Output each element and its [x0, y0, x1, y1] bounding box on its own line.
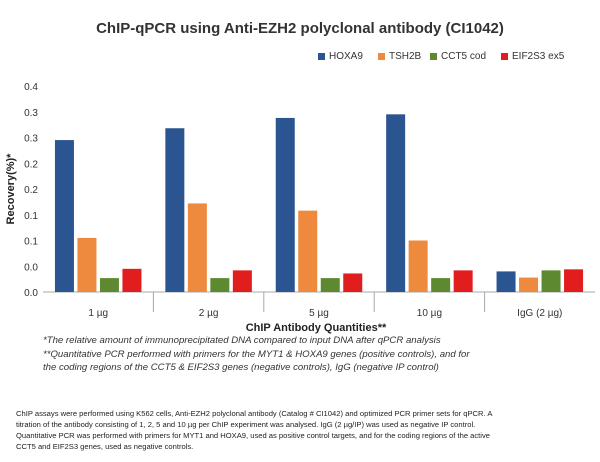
- bar: [210, 278, 230, 292]
- bar: [77, 237, 97, 292]
- caption-line: CCT5 and EIF2S3 genes, used as negative …: [16, 442, 194, 451]
- caption-line: ChIP assays were performed using K562 ce…: [16, 409, 493, 418]
- legend-item: TSH2B: [378, 51, 421, 62]
- footnote-line: *The relative amount of immunoprecipitat…: [43, 335, 441, 346]
- bar: [496, 271, 516, 292]
- bar: [187, 203, 207, 292]
- bar-chart: 0.0 0.0 0.1 0.1 0.2 0.2 0.3 0.3 0.4 Recovery(%)* 1…: [5, 82, 595, 334]
- legend-swatch: [318, 52, 325, 60]
- bar: [564, 269, 584, 292]
- legend-swatch: [378, 52, 385, 60]
- bar: [343, 273, 363, 292]
- y-tick-label: 0.3: [24, 134, 38, 145]
- y-axis-title: Recovery(%)*: [5, 153, 17, 225]
- x-tick-label: 5 µg: [309, 308, 329, 319]
- legend-item: CCT5 cod: [430, 51, 486, 62]
- y-tick-label: 0.0: [24, 288, 38, 299]
- x-tick-label: 10 µg: [417, 308, 442, 319]
- footnote-line: the coding regions of the CCT5 & EIF2S3 …: [43, 362, 439, 373]
- x-tick-label: 2 µg: [199, 308, 219, 319]
- bar: [408, 240, 428, 292]
- x-tick-label: IgG (2 µg): [517, 308, 562, 319]
- legend-label: HOXA9: [329, 51, 363, 62]
- bar: [519, 277, 539, 292]
- chart-title: ChIP-qPCR using Anti-EZH2 polyclonal ant…: [96, 20, 504, 37]
- bar: [54, 140, 74, 292]
- bar: [99, 278, 119, 292]
- bar: [122, 268, 142, 292]
- y-tick-label: 0.2: [24, 159, 38, 170]
- caption-line: Quantitative PCR was performed with prim…: [16, 431, 490, 440]
- y-tick-label: 0.0: [24, 262, 38, 273]
- bar: [320, 278, 340, 292]
- bar: [541, 270, 561, 292]
- y-tick-label: 0.4: [24, 82, 38, 93]
- bar: [386, 114, 406, 292]
- bar: [275, 117, 295, 293]
- x-axis-title: ChIP Antibody Quantities**: [246, 322, 387, 334]
- y-tick-label: 0.3: [24, 108, 38, 119]
- legend-item: HOXA9: [318, 51, 363, 62]
- legend-label: EIF2S3 ex5: [512, 51, 565, 62]
- chart-footnotes: *The relative amount of immunoprecipitat…: [43, 334, 583, 375]
- bar: [431, 278, 451, 292]
- y-tick-label: 0.2: [24, 185, 38, 196]
- footnote-line: **Quantitative PCR performed with primer…: [43, 348, 470, 360]
- x-tick-label: 1 µg: [88, 308, 108, 319]
- legend-label: TSH2B: [389, 51, 422, 62]
- bar: [298, 210, 318, 292]
- legend-label: CCT5 cod: [441, 51, 487, 62]
- legend-swatch: [501, 52, 508, 60]
- legend-swatch: [430, 52, 437, 60]
- bar: [165, 128, 185, 292]
- y-tick-label: 0.1: [24, 211, 38, 222]
- bar: [453, 270, 473, 292]
- legend-item: EIF2S3 ex5: [501, 51, 564, 62]
- figure-caption: ChIP assays were performed using K562 ce…: [16, 408, 586, 452]
- y-tick-label: 0.1: [24, 237, 38, 248]
- caption-line: titration of the antibody consisting of …: [16, 420, 476, 429]
- bar: [232, 270, 252, 292]
